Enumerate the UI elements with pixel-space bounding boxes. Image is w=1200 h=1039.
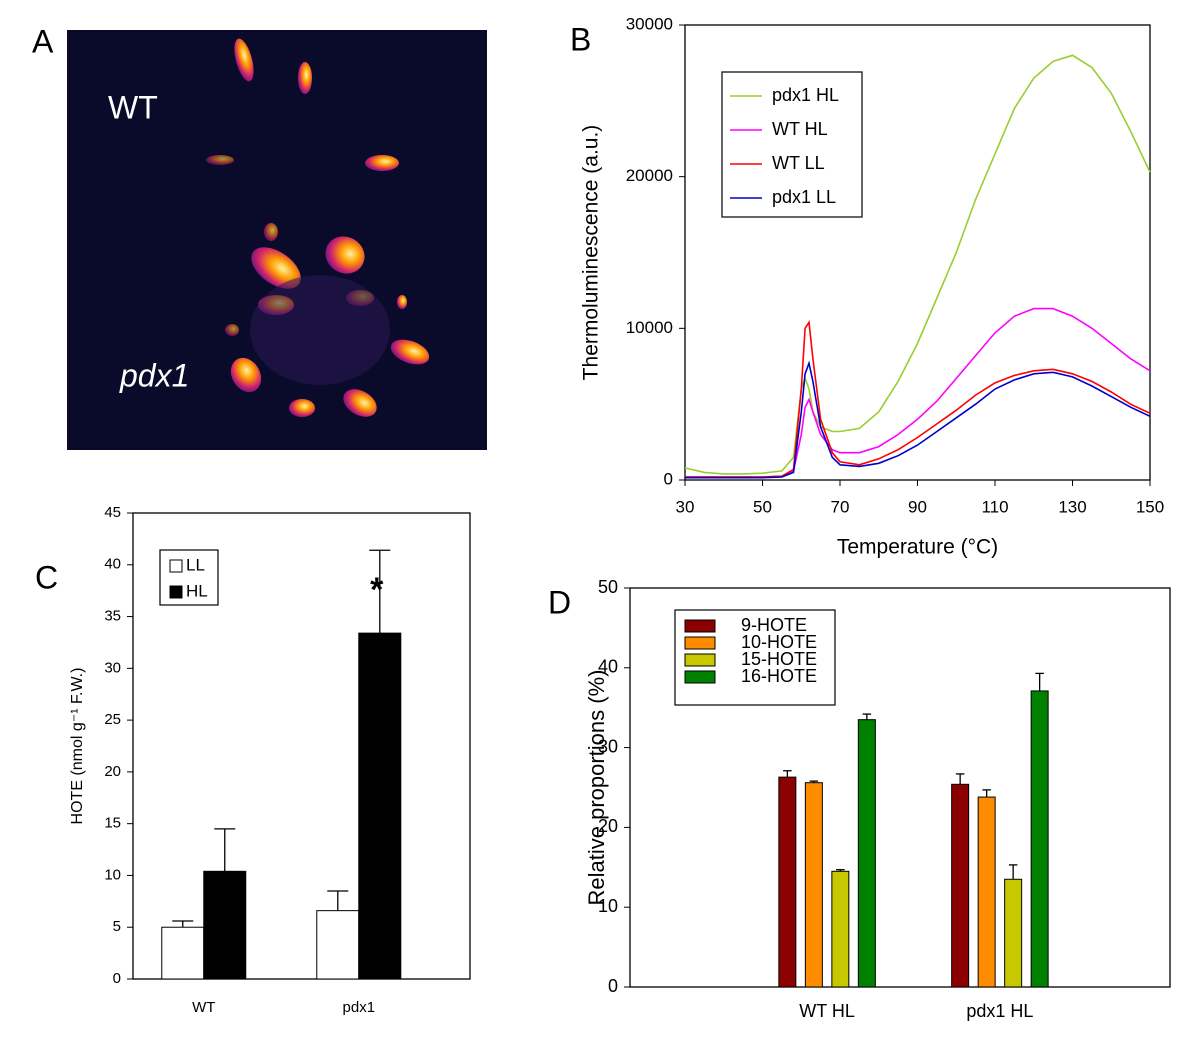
legend-swatch	[684, 636, 716, 650]
panel-label: B	[570, 21, 591, 57]
bar	[804, 782, 823, 988]
x-axis-label: Temperature (°C)	[837, 536, 998, 559]
y-tick-label: 30	[598, 736, 618, 756]
y-tick-label: 40	[104, 556, 121, 573]
bar	[977, 796, 996, 988]
legend-label: 16-HOTE	[741, 666, 817, 686]
x-tick-label: 130	[1058, 497, 1086, 516]
y-axis-label: Relative proportions (%)	[584, 670, 609, 906]
y-tick-label: 25	[104, 711, 121, 728]
x-tick-label: 50	[753, 497, 772, 516]
bar	[831, 870, 850, 988]
y-tick-label: 45	[104, 504, 121, 521]
legend-label: 15-HOTE	[741, 649, 817, 669]
legend-label: LL	[186, 555, 205, 574]
legend-swatch	[684, 619, 716, 633]
x-tick-label: WT HL	[799, 1001, 855, 1021]
data-line	[685, 360, 1151, 479]
y-tick-label: 30	[104, 659, 121, 676]
bar	[203, 870, 247, 980]
bar	[951, 783, 970, 988]
x-tick-label: 70	[831, 497, 850, 516]
legend-label: WT HL	[772, 119, 828, 139]
legend-label: pdx1 LL	[772, 187, 836, 207]
x-tick-label: 30	[676, 497, 695, 516]
legend-label: 10-HOTE	[741, 632, 817, 652]
y-tick-label: 0	[664, 469, 673, 488]
y-tick-label: 15	[104, 815, 121, 832]
bar	[161, 926, 205, 980]
data-line	[684, 54, 1151, 475]
bar	[857, 719, 876, 988]
bar	[316, 910, 360, 980]
x-tick-label: 150	[1136, 497, 1164, 516]
plot-frame	[629, 587, 1171, 988]
y-tick-label: 35	[104, 608, 121, 625]
y-tick-label: 10	[598, 896, 618, 916]
y-tick-label: 30000	[626, 14, 673, 33]
y-tick-label: 20000	[626, 166, 673, 185]
image-label: WT	[108, 89, 158, 125]
panel-label: D	[548, 584, 571, 620]
x-tick-label: 90	[908, 497, 927, 516]
legend-swatch	[684, 670, 716, 684]
bar	[778, 776, 797, 988]
y-tick-label: 50	[598, 577, 618, 597]
y-tick-label: 20	[104, 763, 121, 780]
bar	[1030, 690, 1049, 988]
y-tick-label: 20	[598, 816, 618, 836]
legend-label: HL	[186, 581, 208, 600]
image-label: pdx1	[119, 357, 189, 393]
data-line	[685, 319, 1151, 478]
y-axis-label: HOTE (nmol g⁻¹ F.W.)	[69, 668, 86, 825]
y-tick-label: 0	[113, 970, 121, 987]
y-tick-label: 0	[608, 976, 618, 996]
legend-swatch	[684, 653, 716, 667]
y-tick-label: 40	[598, 657, 618, 677]
y-tick-label: 10	[104, 866, 121, 883]
y-axis-label: Thermoluminescence (a.u.)	[580, 125, 603, 381]
legend-label: WT LL	[772, 153, 825, 173]
panel-label: A	[32, 23, 54, 59]
legend-label: pdx1 HL	[772, 85, 839, 105]
legend-swatch	[169, 585, 183, 599]
annotation: *	[370, 571, 384, 609]
legend-swatch	[169, 559, 183, 573]
x-tick-label: WT	[192, 999, 215, 1016]
luminescence-image	[67, 30, 487, 450]
plot-frame	[132, 512, 471, 980]
bar	[1004, 878, 1023, 988]
bar	[358, 632, 402, 980]
data-line	[685, 307, 1151, 478]
panel-label: C	[35, 559, 58, 595]
y-tick-label: 5	[113, 918, 121, 935]
x-tick-label: pdx1 HL	[966, 1001, 1033, 1021]
x-tick-label: pdx1	[343, 999, 376, 1016]
x-tick-label: 110	[981, 497, 1008, 516]
legend-label: 9-HOTE	[741, 615, 807, 635]
y-tick-label: 10000	[626, 318, 673, 337]
